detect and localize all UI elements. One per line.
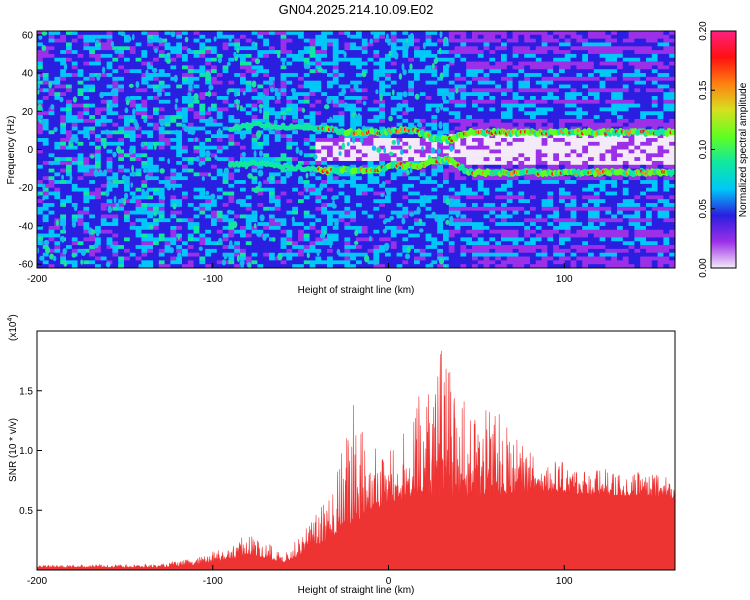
snr-y-tick-label: 1.0 [19,446,33,457]
spectrogram-y-tick-label: -60 [19,260,34,271]
snr-series-area [37,350,675,570]
spectrogram-x-tick-label: -100 [203,274,223,285]
spectrogram-y-ticks: -60 -40 -20 0 20 40 60 [19,30,42,271]
snr-series [37,350,675,570]
snr-y-tick-label: 1.5 [19,386,33,397]
snr-x-ticks: -200 -100 0 100 [27,565,573,587]
spectrogram-x-tick-label: 0 [386,274,392,285]
snr-y-axis-label: SNR (10 * v/v) [8,418,19,482]
colorbar-tick-label: 0.15 [698,80,709,100]
spectrogram-y-tick-label: 60 [22,30,34,41]
spectrogram-y-tick-label: -20 [19,183,34,194]
snr-x-axis-label: Height of straight line (km) [298,585,415,596]
spectrogram-x-axis-label: Height of straight line (km) [298,285,415,296]
spectral-ridge-point [670,128,675,136]
colorbar-tick-label: 0.10 [698,139,709,159]
colorbar-label: Normalized spectral amplitude [738,82,749,217]
spectrogram-y-tick-label: 20 [22,107,34,118]
snr-x-tick-label: -200 [27,576,47,587]
snr-panel: -200 -100 0 100 0.5 1.0 1.5 Height of straigh… [7,314,676,596]
snr-multiplier: (x104) [7,314,19,341]
spectrogram-x-tick-label: 100 [556,274,573,285]
snr-y-ticks: 0.5 1.0 1.5 [19,386,42,517]
colorbar-tick-label: 0.05 [698,199,709,219]
colorbar-tick-label: 0.20 [698,21,709,41]
spectrogram-y-tick-label: 40 [22,69,34,80]
chart-title: GN04.2025.214.10.09.E02 [279,2,434,17]
colorbar-scale [710,30,737,269]
spectrogram-x-tick-label: -200 [27,274,47,285]
snr-y-tick-label: 0.5 [19,506,33,517]
spectrogram-y-tick-label: -40 [19,221,34,232]
colorbar: 0.00 0.05 0.10 0.15 0.20 Normalized spectral… [698,21,749,278]
spectrogram-y-axis-label: Frequency (Hz) [6,116,17,185]
spectrogram-cells [37,31,675,268]
snr-x-tick-label: -100 [203,576,223,587]
spectrogram-y-tick-label: 0 [27,145,33,156]
colorbar-tick-label: 0.00 [698,258,709,278]
snr-x-tick-label: 0 [386,576,392,587]
snr-x-tick-label: 100 [556,576,573,587]
colorbar-ticks: 0.00 0.05 0.10 0.15 0.20 [698,21,715,278]
spectral-ridge-point [670,168,675,175]
